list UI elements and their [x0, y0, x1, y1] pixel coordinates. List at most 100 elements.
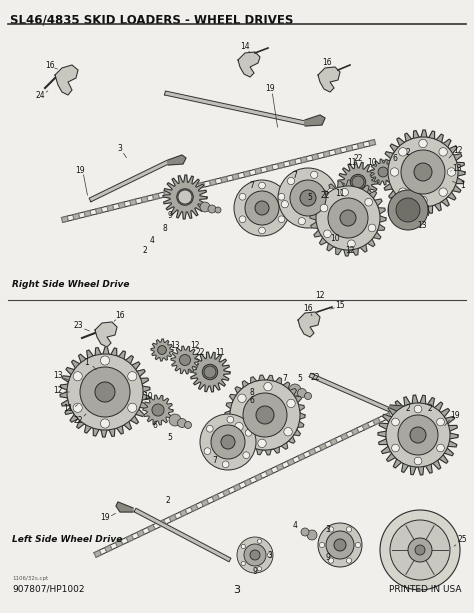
Text: 14: 14	[240, 42, 250, 50]
Text: 5: 5	[308, 192, 312, 202]
Circle shape	[208, 205, 216, 213]
Text: 3: 3	[326, 525, 330, 535]
Circle shape	[244, 544, 266, 566]
Text: 16: 16	[115, 311, 125, 319]
Polygon shape	[221, 177, 228, 183]
Polygon shape	[255, 474, 262, 481]
Circle shape	[298, 218, 305, 225]
Polygon shape	[73, 213, 80, 219]
Polygon shape	[278, 162, 284, 169]
Circle shape	[177, 189, 193, 205]
Text: 1: 1	[461, 180, 465, 189]
Polygon shape	[244, 171, 250, 177]
Circle shape	[204, 366, 216, 378]
Polygon shape	[373, 418, 380, 425]
Text: 5: 5	[168, 433, 173, 441]
Circle shape	[215, 207, 221, 213]
Text: 11: 11	[215, 348, 225, 357]
Circle shape	[320, 204, 328, 212]
Circle shape	[324, 230, 331, 238]
Circle shape	[100, 419, 109, 428]
Circle shape	[227, 416, 234, 423]
Polygon shape	[298, 312, 320, 337]
Polygon shape	[309, 448, 316, 455]
Polygon shape	[95, 322, 117, 347]
Circle shape	[309, 210, 316, 218]
Text: 25: 25	[457, 536, 467, 544]
Circle shape	[419, 196, 427, 205]
Text: 3: 3	[234, 585, 240, 595]
Polygon shape	[187, 185, 193, 191]
Circle shape	[180, 354, 191, 365]
Circle shape	[321, 211, 328, 219]
Polygon shape	[171, 346, 199, 374]
Polygon shape	[223, 489, 230, 496]
Text: SL46/4835 SKID LOADERS - WHEEL DRIVES: SL46/4835 SKID LOADERS - WHEEL DRIVES	[10, 13, 293, 26]
Circle shape	[243, 393, 287, 437]
Circle shape	[245, 430, 252, 436]
Circle shape	[399, 148, 407, 156]
Circle shape	[328, 188, 335, 196]
Circle shape	[211, 425, 245, 459]
Text: 2: 2	[165, 495, 170, 504]
Polygon shape	[309, 373, 391, 412]
Circle shape	[290, 180, 326, 216]
Circle shape	[246, 396, 284, 434]
Text: 2: 2	[143, 245, 147, 254]
Text: Right Side Wheel Drive: Right Side Wheel Drive	[12, 280, 129, 289]
Circle shape	[340, 210, 356, 226]
Circle shape	[386, 403, 450, 467]
Circle shape	[73, 403, 82, 413]
Text: 13: 13	[170, 340, 180, 349]
Polygon shape	[84, 210, 91, 217]
Polygon shape	[310, 180, 386, 256]
Circle shape	[100, 356, 109, 365]
Circle shape	[241, 562, 246, 566]
Text: 6: 6	[392, 153, 397, 162]
Circle shape	[307, 530, 317, 540]
Circle shape	[328, 198, 368, 238]
Text: 16: 16	[322, 58, 332, 66]
Circle shape	[368, 224, 376, 232]
Text: 10: 10	[367, 158, 377, 167]
Text: 11: 11	[335, 189, 345, 197]
Circle shape	[404, 153, 442, 191]
Polygon shape	[305, 115, 325, 126]
Polygon shape	[180, 509, 187, 517]
Circle shape	[346, 558, 352, 563]
Polygon shape	[362, 423, 370, 430]
Polygon shape	[244, 479, 252, 486]
Polygon shape	[323, 151, 330, 157]
Circle shape	[447, 168, 456, 176]
Text: 10: 10	[330, 234, 340, 243]
Circle shape	[152, 404, 164, 416]
Circle shape	[67, 354, 143, 430]
Text: 7: 7	[250, 180, 255, 189]
Text: 11: 11	[63, 403, 73, 413]
Polygon shape	[164, 91, 305, 125]
Circle shape	[239, 193, 246, 200]
Polygon shape	[381, 130, 465, 214]
Polygon shape	[318, 67, 340, 92]
Circle shape	[258, 439, 266, 447]
Polygon shape	[201, 499, 209, 506]
Circle shape	[200, 202, 210, 212]
Circle shape	[334, 539, 346, 551]
Circle shape	[388, 137, 458, 207]
Polygon shape	[60, 347, 150, 437]
Circle shape	[128, 403, 137, 413]
Circle shape	[378, 167, 388, 177]
Circle shape	[330, 200, 365, 235]
Circle shape	[278, 168, 338, 228]
Polygon shape	[301, 156, 307, 163]
Circle shape	[292, 204, 304, 216]
Circle shape	[281, 200, 288, 208]
Text: 13: 13	[417, 221, 427, 229]
Text: 24: 24	[35, 91, 45, 99]
Text: 19: 19	[450, 411, 460, 419]
Circle shape	[392, 418, 399, 426]
Circle shape	[287, 399, 295, 408]
Polygon shape	[137, 530, 145, 537]
Polygon shape	[383, 413, 391, 420]
Polygon shape	[351, 428, 359, 435]
